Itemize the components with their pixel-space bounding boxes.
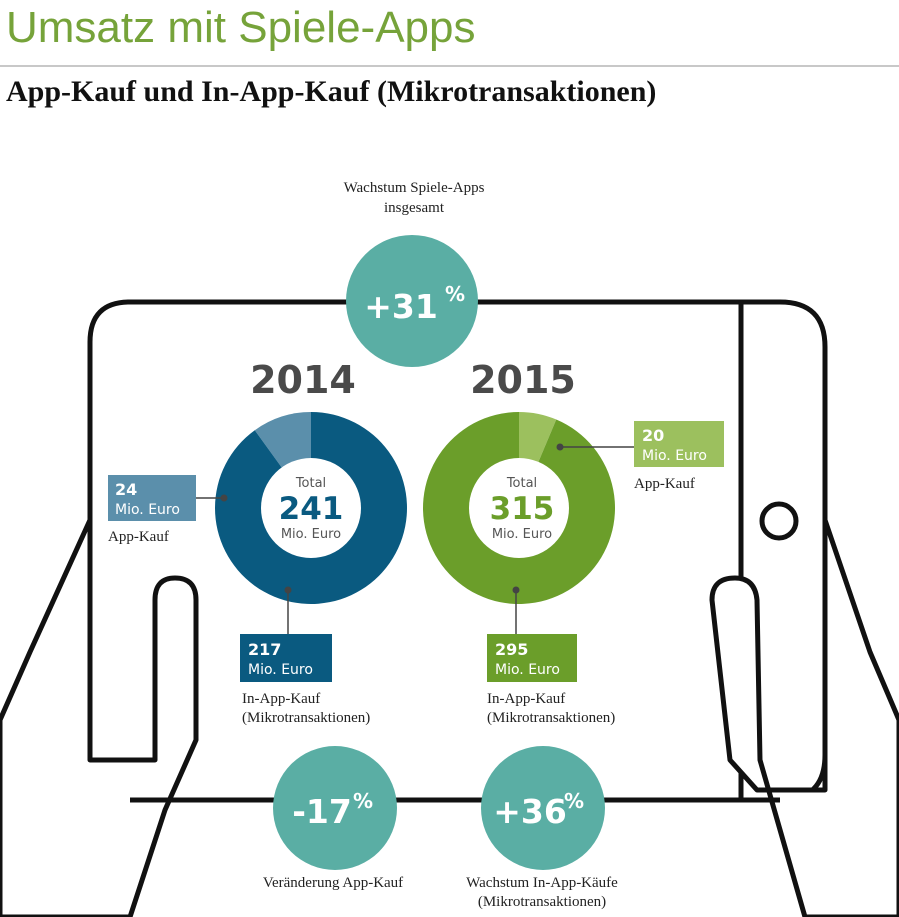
app-kauf-change-bubble: -17 %: [273, 746, 397, 870]
in-app-growth-label-line-2: (Mikrotransaktionen): [478, 894, 606, 910]
callout-2014-in-app-dot: [284, 586, 292, 594]
in-app-growth-circle: [481, 746, 605, 870]
callout-2014-in-app-unit: Mio. Euro: [248, 662, 313, 678]
callout-2014-in-app: 217 Mio. Euro In-App-Kauf (Mikrotransakt…: [240, 586, 370, 726]
callout-2015-app-kauf-dot: [556, 443, 564, 451]
in-app-growth-unit: %: [564, 789, 584, 813]
donut-2015-hole: [469, 458, 569, 558]
total-growth-value: +31: [364, 287, 438, 326]
donut-2015-total-label: Total: [506, 476, 537, 491]
tablet-home-button-icon: [759, 501, 799, 541]
in-app-growth-label-line-1: Wachstum In-App-Käufe: [466, 875, 618, 891]
total-growth-label-line-1: Wachstum Spiele-Apps: [344, 180, 485, 196]
page-subtitle: App-Kauf und In-App-Kauf (Mikrotransakti…: [6, 75, 657, 108]
callout-2014-app-kauf-box: [108, 475, 196, 521]
total-growth-unit: %: [445, 282, 465, 306]
callout-2015-in-app: 295 Mio. Euro In-App-Kauf (Mikrotransakt…: [487, 586, 615, 726]
app-kauf-change-unit: %: [353, 789, 373, 813]
callout-2014-in-app-label-line-1: In-App-Kauf: [242, 691, 320, 707]
callout-2015-in-app-box: [487, 634, 577, 682]
donut-2014-hole: [261, 458, 361, 558]
hands-icon: [0, 517, 899, 917]
year-2015-label: 2015: [470, 358, 576, 402]
callout-2015-app-kauf: 20 Mio. Euro App-Kauf: [556, 421, 724, 492]
app-kauf-change-value: -17: [292, 792, 352, 831]
total-growth-circle: [346, 235, 478, 367]
total-growth-label: Wachstum Spiele-Apps insgesamt: [344, 180, 485, 216]
callout-2015-app-kauf-label: App-Kauf: [634, 476, 695, 492]
callout-2015-in-app-dot: [512, 586, 520, 594]
donut-2015-total-unit: Mio. Euro: [492, 527, 552, 542]
callout-2014-app-kauf-value: 24: [115, 480, 137, 499]
app-kauf-change-label: Veränderung App-Kauf: [263, 875, 403, 891]
donut-2015-total-value: 315: [490, 491, 555, 527]
callout-2014-in-app-label-line-2: (Mikrotransaktionen): [242, 710, 370, 726]
callout-2014-in-app-value: 217: [248, 640, 281, 659]
title-divider: [0, 65, 899, 67]
callout-2014-app-kauf-dot: [220, 494, 228, 502]
callout-2015-in-app-label-line-2: (Mikrotransaktionen): [487, 710, 615, 726]
callout-2015-app-kauf-box: [634, 421, 724, 467]
right-hand-icon: [709, 517, 899, 917]
donut-2014-total-unit: Mio. Euro: [281, 527, 341, 542]
callout-2015-in-app-unit: Mio. Euro: [495, 662, 560, 678]
in-app-growth-value: +36: [493, 792, 567, 831]
total-growth-bubble: +31 %: [346, 235, 478, 367]
callout-2014-in-app-box: [240, 634, 332, 682]
donut-2014-total-label: Total: [295, 476, 326, 491]
callout-2015-app-kauf-unit: Mio. Euro: [642, 448, 707, 464]
page-title: Umsatz mit Spiele-Apps: [6, 3, 476, 52]
total-growth-label-line-2: insgesamt: [384, 200, 445, 216]
donut-2014-total-value: 241: [279, 491, 344, 527]
app-kauf-change-circle: [273, 746, 397, 870]
callout-2014-app-kauf-label: App-Kauf: [108, 529, 169, 545]
callout-2015-app-kauf-value: 20: [642, 426, 664, 445]
left-hand-icon: [0, 517, 199, 917]
callout-2015-in-app-label-line-1: In-App-Kauf: [487, 691, 565, 707]
donut-chart-2015: Total 315 Mio. Euro: [423, 412, 615, 604]
callout-2014-app-kauf-unit: Mio. Euro: [115, 502, 180, 518]
in-app-growth-bubble: +36 %: [481, 746, 605, 870]
year-2014-label: 2014: [250, 358, 356, 402]
donut-chart-2014: Total 241 Mio. Euro: [214, 412, 407, 605]
callout-2014-app-kauf: 24 Mio. Euro App-Kauf: [108, 475, 228, 545]
callout-2015-in-app-value: 295: [495, 640, 528, 659]
